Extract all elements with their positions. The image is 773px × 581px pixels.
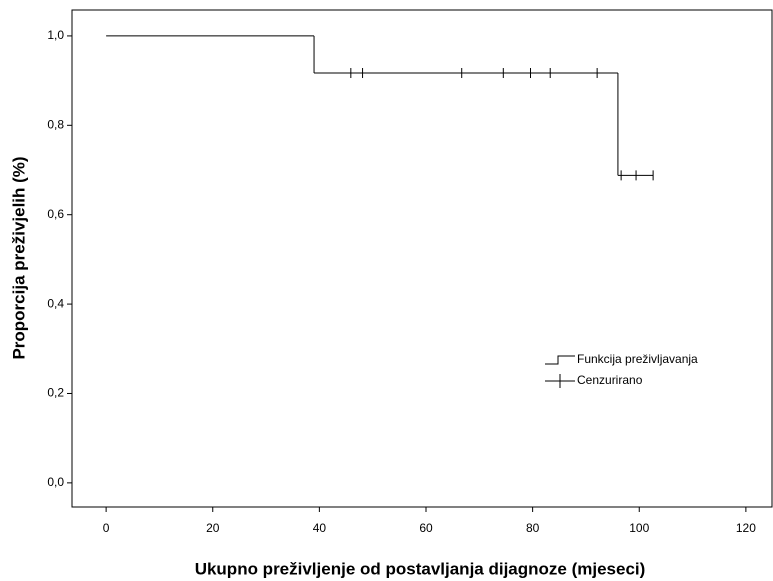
x-tick-label: 0: [103, 521, 110, 535]
x-tick-label: 80: [526, 521, 540, 535]
x-axis-title: Ukupno preživljenje od postavljanja dija…: [195, 559, 646, 578]
x-tick-label: 60: [419, 521, 433, 535]
x-tick-label: 100: [629, 521, 649, 535]
y-tick-label: 0,6: [47, 207, 64, 221]
y-tick-label: 0,0: [47, 475, 64, 489]
plot-frame: [71, 9, 773, 508]
legend-label: Cenzurirano: [577, 373, 643, 387]
x-tick-label: 20: [206, 521, 220, 535]
y-tick-label: 0,8: [47, 117, 64, 131]
x-tick-label: 120: [736, 521, 756, 535]
y-axis-title: Proporcija preživjelih (%): [9, 156, 28, 359]
legend-label: Funkcija preživljavanja: [577, 352, 698, 366]
y-tick-label: 0,4: [47, 296, 64, 310]
x-tick-label: 40: [313, 521, 327, 535]
y-tick-label: 1,0: [47, 28, 64, 42]
legend-step-icon: [545, 355, 575, 365]
y-tick-label: 0,2: [47, 386, 64, 400]
